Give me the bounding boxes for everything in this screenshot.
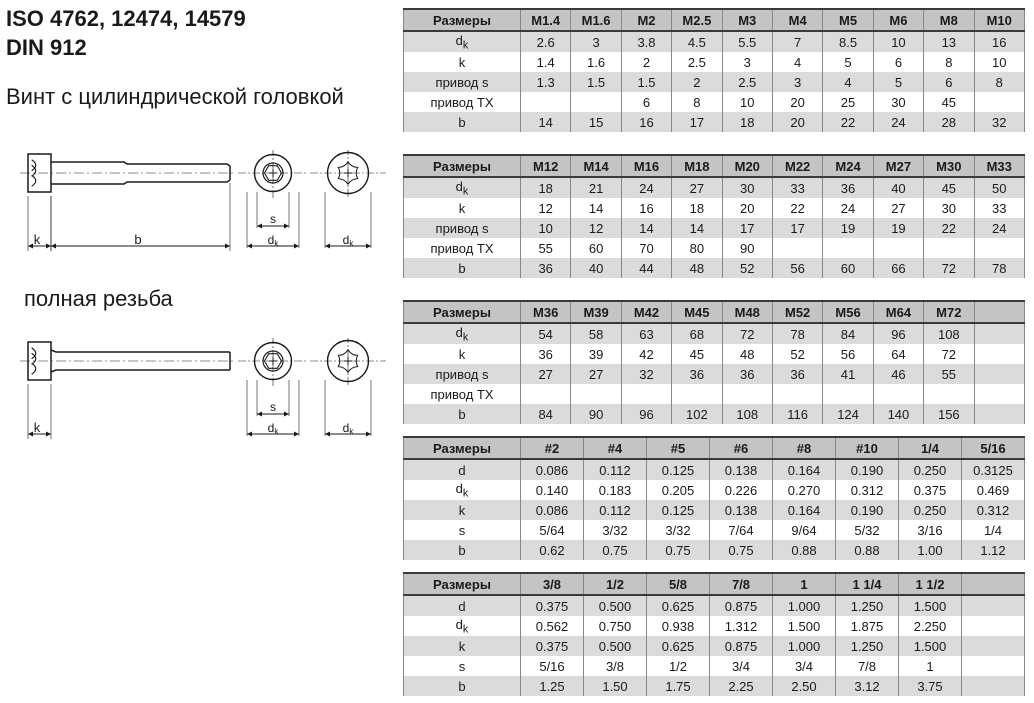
svg-text:s: s <box>270 212 276 226</box>
svg-text:k: k <box>34 420 41 435</box>
svg-text:dk: dk <box>343 421 355 436</box>
svg-text:k: k <box>34 232 41 247</box>
svg-text:dk: dk <box>268 421 280 436</box>
svg-text:dk: dk <box>268 233 280 248</box>
svg-text:s: s <box>270 400 276 414</box>
svg-text:b: b <box>134 232 141 247</box>
svg-text:dk: dk <box>343 233 355 248</box>
